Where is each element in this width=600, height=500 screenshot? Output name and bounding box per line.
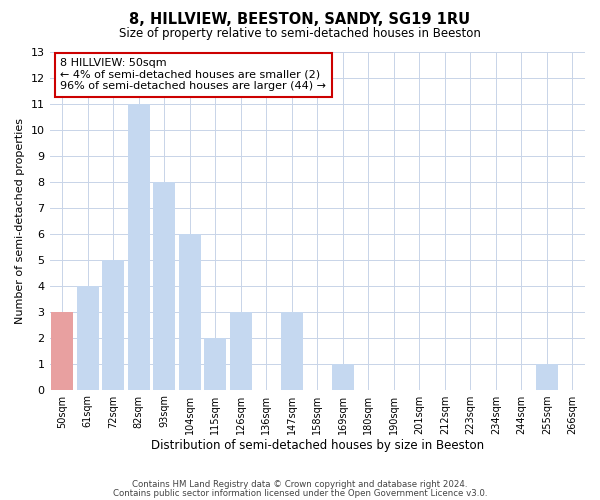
Bar bbox=[52, 312, 73, 390]
Text: Contains public sector information licensed under the Open Government Licence v3: Contains public sector information licen… bbox=[113, 488, 487, 498]
Bar bbox=[154, 182, 175, 390]
Bar bbox=[332, 364, 353, 390]
Text: 8 HILLVIEW: 50sqm
← 4% of semi-detached houses are smaller (2)
96% of semi-detac: 8 HILLVIEW: 50sqm ← 4% of semi-detached … bbox=[60, 58, 326, 92]
X-axis label: Distribution of semi-detached houses by size in Beeston: Distribution of semi-detached houses by … bbox=[151, 440, 484, 452]
Text: Contains HM Land Registry data © Crown copyright and database right 2024.: Contains HM Land Registry data © Crown c… bbox=[132, 480, 468, 489]
Bar bbox=[128, 104, 149, 390]
Bar bbox=[103, 260, 124, 390]
Bar bbox=[230, 312, 251, 390]
Text: 8, HILLVIEW, BEESTON, SANDY, SG19 1RU: 8, HILLVIEW, BEESTON, SANDY, SG19 1RU bbox=[130, 12, 470, 28]
Bar bbox=[536, 364, 557, 390]
Bar bbox=[179, 234, 200, 390]
Bar bbox=[77, 286, 98, 390]
Text: Size of property relative to semi-detached houses in Beeston: Size of property relative to semi-detach… bbox=[119, 28, 481, 40]
Bar bbox=[281, 312, 302, 390]
Bar bbox=[205, 338, 226, 390]
Y-axis label: Number of semi-detached properties: Number of semi-detached properties bbox=[15, 118, 25, 324]
